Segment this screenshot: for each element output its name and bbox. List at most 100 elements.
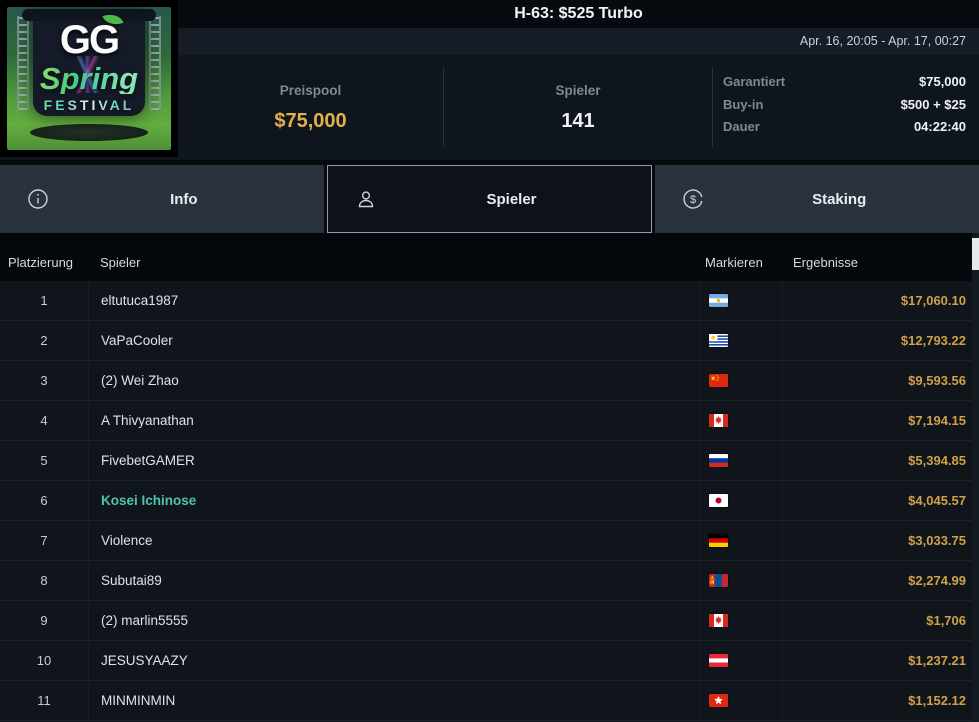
gg-spring-festival-logo: GG Spring FESTIVAL: [0, 0, 178, 157]
tab-info-label: Info: [170, 190, 198, 208]
flag-germany-icon: [709, 534, 728, 547]
player-name: eltutuca1987: [88, 281, 700, 320]
tab-staking[interactable]: $ Staking: [655, 165, 979, 233]
player-name: (2) Wei Zhao: [88, 361, 700, 400]
table-row[interactable]: 3 (2) Wei Zhao ★ $9,593.56: [0, 361, 979, 401]
guaranteed-label: Garantiert: [723, 74, 786, 89]
flag-hongkong-icon: [709, 694, 728, 707]
player-name: MINMINMIN: [88, 681, 700, 720]
result-amount: $2,274.99: [782, 561, 979, 600]
player-name: VaPaCooler: [88, 321, 700, 360]
result-amount: $5,394.85: [782, 441, 979, 480]
rank-cell: 8: [40, 573, 48, 588]
person-icon: [354, 187, 378, 211]
tournament-details: Garantiert $75,000 Buy-in $500 + $25 Dau…: [713, 55, 979, 160]
result-amount: $7,194.15: [782, 401, 979, 440]
table-row[interactable]: 9 (2) marlin5555 $1,706: [0, 601, 979, 641]
player-name: FivebetGAMER: [88, 441, 700, 480]
flag-uruguay-icon: [709, 334, 728, 347]
flag-mongolia-icon: [709, 574, 728, 587]
flag-argentina-icon: [709, 294, 728, 307]
mark-cell[interactable]: [700, 281, 782, 320]
tab-spieler[interactable]: Spieler: [326, 165, 653, 233]
mark-cell[interactable]: [700, 601, 782, 640]
mark-cell[interactable]: [700, 441, 782, 480]
player-name: JESUSYAAZY: [88, 641, 700, 680]
logo-spring-text: Spring: [7, 63, 171, 94]
column-header-ergebnisse: Ergebnisse: [793, 255, 859, 270]
logo-art: GG Spring FESTIVAL: [7, 7, 171, 150]
rank-cell: 3: [40, 373, 48, 388]
result-amount: $1,237.21: [782, 641, 979, 680]
buyin-value: $500 + $25: [900, 96, 966, 112]
info-icon: [26, 187, 50, 211]
flag-canada-icon: [709, 614, 728, 627]
flag-canada-icon: [709, 414, 728, 427]
guaranteed-row: Garantiert $75,000: [723, 71, 966, 94]
buyin-label: Buy-in: [723, 96, 764, 112]
mark-cell[interactable]: [700, 641, 782, 680]
result-amount: $1,706: [782, 601, 979, 640]
players-label: Spieler: [555, 82, 601, 98]
duration-label: Dauer: [723, 119, 760, 134]
duration-row: Dauer 04:22:40: [723, 116, 966, 139]
table-row[interactable]: 7 Violence $3,033.75: [0, 521, 979, 561]
mark-cell[interactable]: [700, 521, 782, 560]
mark-cell[interactable]: [700, 681, 782, 720]
table-row[interactable]: 2 VaPaCooler $12,793.22: [0, 321, 979, 361]
mark-cell[interactable]: [700, 401, 782, 440]
flag-china-icon: ★: [709, 374, 728, 387]
rank-cell: 4: [40, 413, 48, 428]
rank-cell: 2: [40, 333, 48, 348]
players-value: 141: [561, 109, 595, 132]
prizepool-stat: Preispool $75,000: [178, 55, 443, 160]
players-stat: Spieler 141: [444, 55, 712, 160]
tab-bar: Info Spieler $ Staking: [0, 165, 979, 233]
stage-truss-icon: [149, 15, 162, 110]
result-amount: $1,152.12: [782, 681, 979, 720]
stats-divider: [443, 68, 444, 147]
svg-text:$: $: [690, 194, 696, 206]
table-row[interactable]: 11 MINMINMIN $1,152.12: [0, 681, 979, 721]
scrollbar-thumb[interactable]: [972, 238, 979, 270]
table-row[interactable]: 6 Kosei Ichinose $4,045.57: [0, 481, 979, 521]
svg-text:★: ★: [710, 375, 716, 383]
rank-cell: 5: [40, 453, 48, 468]
column-header-platzierung: Platzierung: [8, 255, 74, 270]
player-name: Violence: [88, 521, 700, 560]
rank-cell: 7: [40, 533, 48, 548]
mark-cell[interactable]: [700, 561, 782, 600]
tab-info[interactable]: Info: [0, 165, 324, 233]
table-row[interactable]: 8 Subutai89 $2,274.99: [0, 561, 979, 601]
tournament-title: H-63: $525 Turbo: [514, 5, 643, 22]
result-amount: $4,045.57: [782, 481, 979, 520]
rank-cell: 10: [36, 653, 52, 668]
result-amount: $17,060.10: [782, 281, 979, 320]
prizepool-value: $75,000: [274, 109, 347, 132]
stats-divider: [712, 68, 713, 147]
column-header-spieler: Spieler: [100, 255, 141, 270]
mark-cell[interactable]: ★: [700, 361, 782, 400]
duration-value: 04:22:40: [913, 119, 966, 134]
column-header-markieren: Markieren: [705, 255, 763, 270]
scrollbar-track[interactable]: [972, 233, 979, 722]
player-name: Subutai89: [88, 561, 700, 600]
rank-cell: 6: [40, 493, 48, 508]
table-row[interactable]: 10 JESUSYAAZY $1,237.21: [0, 641, 979, 681]
tab-staking-label: Staking: [812, 190, 867, 208]
rank-cell: 9: [40, 613, 48, 628]
rank-cell: 1: [40, 293, 48, 308]
table-row[interactable]: 4 A Thivyanathan $7,194.15: [0, 401, 979, 441]
player-name: Kosei Ichinose: [88, 481, 700, 520]
logo-festival-text: FESTIVAL: [7, 97, 171, 113]
player-name: (2) marlin5555: [88, 601, 700, 640]
mark-cell[interactable]: [700, 321, 782, 360]
table-row[interactable]: 5 FivebetGAMER $5,394.85: [0, 441, 979, 481]
table-row[interactable]: 1 eltutuca1987 $17,060.10: [0, 281, 979, 321]
flag-austria-icon: [709, 654, 728, 667]
stage-truss-icon: [16, 15, 29, 110]
dollar-circle-icon: $: [681, 187, 705, 211]
mark-cell[interactable]: [700, 481, 782, 520]
player-name: A Thivyanathan: [88, 401, 700, 440]
guaranteed-value: $75,000: [919, 74, 966, 89]
